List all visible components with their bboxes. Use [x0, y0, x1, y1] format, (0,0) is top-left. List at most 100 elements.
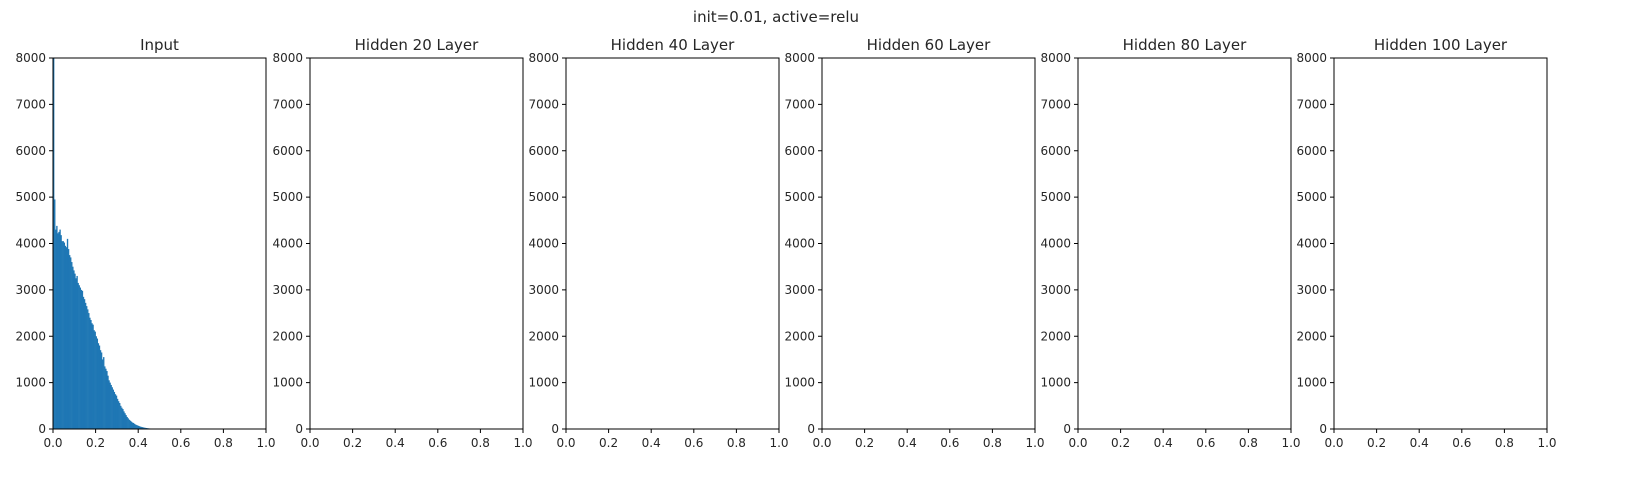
- histogram-bar: [53, 58, 55, 429]
- y-tick-label: 4000: [15, 237, 46, 251]
- histogram-bar: [55, 229, 57, 429]
- histogram-bar: [108, 380, 110, 429]
- histogram-bar: [94, 331, 96, 429]
- y-tick-label: 7000: [528, 97, 559, 111]
- figure-suptitle: init=0.01, active=relu: [693, 8, 859, 26]
- histogram-bar: [76, 275, 78, 429]
- histogram-bar: [59, 229, 61, 429]
- histogram-bar: [120, 405, 122, 429]
- x-tick-label: 0.2: [86, 436, 105, 450]
- panel-title: Input: [140, 36, 179, 54]
- histogram-bar: [65, 247, 68, 429]
- panel-4: Hidden 80 Layer 0.0 0.2 0.4 0.6 0.8 1.0 0 1000 20…: [1040, 36, 1300, 450]
- histogram-bar: [80, 289, 83, 429]
- histogram-bar: [89, 317, 91, 429]
- y-tick-label: 7000: [784, 97, 815, 111]
- y-tick-label: 5000: [272, 190, 303, 204]
- y-tick-label: 6000: [1040, 144, 1071, 158]
- x-tick-label: 0.6: [1196, 436, 1215, 450]
- histogram-bar: [113, 391, 116, 429]
- x-tick-label: 0.4: [1154, 436, 1173, 450]
- y-tick-label: 8000: [15, 51, 46, 65]
- histogram-bar: [129, 420, 132, 429]
- y-tick-label: 3000: [1296, 283, 1327, 297]
- histogram-bar: [135, 424, 137, 429]
- histogram-bar: [81, 290, 84, 429]
- histogram-bar: [144, 427, 146, 429]
- x-tick-label: 0.0: [300, 436, 319, 450]
- y-tick-label: 0: [1063, 422, 1071, 436]
- histogram-bar: [66, 238, 69, 429]
- y-tick-label: 4000: [528, 237, 559, 251]
- histogram-bar: [54, 199, 56, 429]
- histogram-bar: [68, 255, 71, 429]
- panel-title: Hidden 40 Layer: [611, 36, 736, 54]
- x-tick-label: 0.0: [43, 436, 62, 450]
- x-tick-label: 0.6: [684, 436, 703, 450]
- histogram-bar: [115, 395, 118, 429]
- histogram-bar: [110, 384, 112, 429]
- y-tick-label: 1000: [272, 376, 303, 390]
- y-tick-label: 6000: [784, 144, 815, 158]
- x-tick-label: 0.2: [599, 436, 618, 450]
- histogram-bar: [121, 407, 123, 429]
- panel-0: Input 0.0 0.2 0.4 0.6 0.8 1.0 0 1000 2000 3000 4000…: [15, 36, 275, 450]
- histogram-bar: [91, 323, 93, 429]
- y-tick-label: 1000: [15, 376, 46, 390]
- histogram-bar: [107, 375, 109, 429]
- histogram-bar: [112, 389, 115, 429]
- histogram-bar: [97, 343, 100, 429]
- histogram-bar: [136, 425, 138, 429]
- histogram-bar: [142, 427, 144, 429]
- x-tick-label: 0.0: [1068, 436, 1087, 450]
- y-tick-label: 0: [295, 422, 303, 436]
- histogram-bar: [63, 242, 66, 429]
- x-tick-label: 0.8: [1239, 436, 1258, 450]
- y-tick-label: 2000: [1296, 329, 1327, 343]
- x-tick-label: 0.6: [171, 436, 190, 450]
- histogram-bar: [74, 273, 76, 429]
- x-tick-label: 0.0: [556, 436, 575, 450]
- y-tick-label: 7000: [1296, 97, 1327, 111]
- x-tick-label: 1.0: [1025, 436, 1044, 450]
- y-tick-label: 0: [38, 422, 46, 436]
- x-tick-label: 0.4: [386, 436, 405, 450]
- histogram-bar: [116, 398, 119, 429]
- x-tick-label: 0.2: [343, 436, 362, 450]
- histogram-bar: [103, 357, 105, 429]
- y-tick-label: 0: [1319, 422, 1327, 436]
- histogram-bar: [64, 245, 67, 429]
- histogram-bar: [123, 411, 125, 429]
- y-tick-label: 2000: [272, 329, 303, 343]
- x-tick-label: 1.0: [1537, 436, 1556, 450]
- x-tick-label: 1.0: [769, 436, 788, 450]
- y-tick-label: 6000: [1296, 144, 1327, 158]
- histogram-bar: [61, 241, 63, 429]
- histogram-bar: [87, 309, 89, 429]
- histogram-bar: [88, 313, 90, 429]
- y-tick-label: 0: [551, 422, 559, 436]
- y-tick-label: 8000: [1040, 51, 1071, 65]
- histogram-bar: [138, 425, 140, 429]
- histogram-bar: [143, 427, 145, 429]
- y-tick-label: 2000: [784, 329, 815, 343]
- histogram-bar: [128, 419, 130, 429]
- y-tick-label: 2000: [15, 329, 46, 343]
- panel-1: Hidden 20 Layer 0.0 0.2 0.4 0.6 0.8 1.0 0 1000 20…: [272, 36, 532, 450]
- y-tick-label: 1000: [784, 376, 815, 390]
- y-tick-label: 6000: [528, 144, 559, 158]
- histogram-bar: [106, 371, 108, 429]
- panel-title: Hidden 20 Layer: [355, 36, 480, 54]
- y-tick-label: 8000: [1296, 51, 1327, 65]
- panel-title: Hidden 60 Layer: [867, 36, 992, 54]
- histogram-bar: [124, 413, 126, 429]
- histogram-bar: [126, 416, 128, 429]
- x-tick-label: 0.2: [1367, 436, 1386, 450]
- histogram-bar: [101, 359, 104, 429]
- y-tick-label: 3000: [272, 283, 303, 297]
- histogram-bar: [71, 262, 73, 429]
- y-tick-label: 8000: [528, 51, 559, 65]
- histogram-bar: [114, 394, 117, 429]
- y-tick-label: 4000: [1040, 237, 1071, 251]
